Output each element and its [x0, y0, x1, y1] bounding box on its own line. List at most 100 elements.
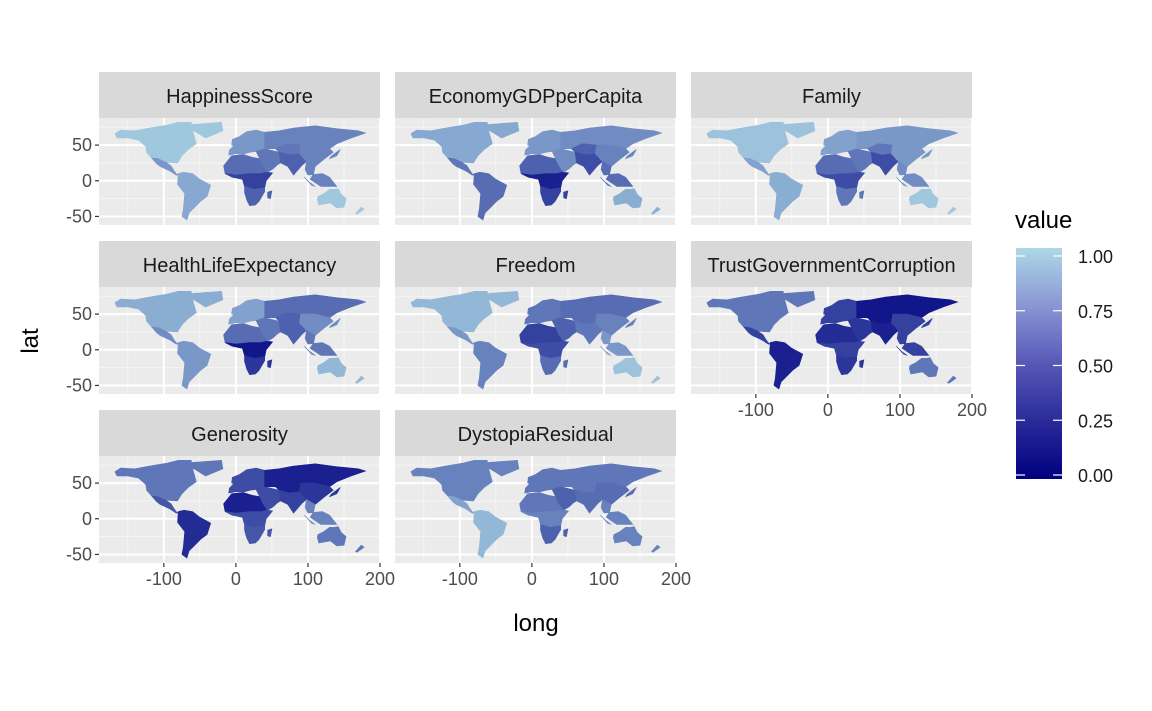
region-southeast-asia [600, 499, 634, 525]
region-east-asia-island [328, 149, 341, 160]
region-europe-island [527, 139, 534, 146]
region-southeast-asia-island [304, 176, 316, 187]
region-central-america [150, 157, 180, 176]
region-central-africa [816, 340, 866, 359]
region-southern-africa [836, 186, 858, 207]
region-central-america [446, 495, 476, 514]
region-central-africa [224, 171, 274, 190]
x-tick-label: -100 [442, 569, 478, 589]
y-tick-label: -50 [66, 544, 92, 564]
facet-strip-label: TrustGovernmentCorruption [707, 255, 955, 277]
y-tick-label: 50 [72, 304, 92, 324]
facet-strip-label: Freedom [495, 255, 575, 277]
region-south-america [473, 171, 508, 221]
legend-label: 0.75 [1078, 302, 1113, 322]
facet-freedom: Freedom [395, 241, 676, 394]
region-south-america [473, 509, 508, 559]
region-south-asia [574, 151, 603, 176]
legend-label: 1.00 [1078, 247, 1113, 267]
region-southeast-asia-island [600, 345, 612, 356]
region-north-america [114, 290, 197, 333]
facet-strip [99, 241, 380, 287]
region-east-asia-island [328, 318, 341, 329]
region-southeast-asia [600, 330, 634, 356]
region-central-africa [520, 509, 570, 528]
y-tick-label: 0 [82, 340, 92, 360]
region-north-america-island [479, 459, 520, 477]
region-southeast-asia-island [600, 514, 612, 525]
region-central-america [742, 157, 772, 176]
region-southern-africa [244, 355, 266, 376]
legend-colorbar [1016, 248, 1062, 479]
region-east-asia-island [624, 149, 637, 160]
facet-family: Family [691, 72, 972, 225]
facet-strip [691, 241, 972, 287]
x-tick-label: 100 [589, 569, 619, 589]
region-southern-africa-island [267, 359, 273, 368]
region-southeast-asia-island [896, 176, 908, 187]
region-southeast-asia-island [896, 345, 908, 356]
region-middle-east [255, 317, 281, 342]
region-europe [524, 467, 562, 494]
region-southeast-asia-island [304, 514, 316, 525]
region-australia [612, 188, 643, 209]
region-central-africa [816, 171, 866, 190]
region-southern-africa-island [563, 528, 569, 537]
region-central-africa [520, 171, 570, 190]
region-southern-africa [540, 355, 562, 376]
facet-generosity: Generosity [99, 410, 380, 563]
region-middle-east [551, 148, 577, 173]
region-australia-island [651, 206, 661, 215]
region-central-africa [520, 340, 570, 359]
region-australia-island [947, 375, 957, 384]
legend-title: value [1015, 207, 1072, 234]
region-southeast-asia-island [304, 345, 316, 356]
y-tick-label: -50 [66, 375, 92, 395]
region-southern-africa-island [563, 190, 569, 199]
x-tick-label: 200 [957, 400, 987, 420]
region-australia-island [651, 544, 661, 553]
region-east-asia-island [920, 318, 933, 329]
region-south-america [473, 340, 508, 390]
region-australia [316, 357, 347, 378]
facet-dystopia-residual: DystopiaResidual [395, 410, 676, 563]
region-australia [612, 526, 643, 547]
region-southern-africa [244, 524, 266, 545]
region-central-america [446, 157, 476, 176]
region-southern-africa-island [859, 190, 865, 199]
region-australia-island [651, 375, 661, 384]
region-southern-africa-island [563, 359, 569, 368]
region-north-america-island [479, 121, 520, 139]
region-southern-africa [540, 186, 562, 207]
facet-strip-label: EconomyGDPperCapita [429, 86, 643, 108]
region-middle-east [255, 486, 281, 511]
legend-label: 0.50 [1078, 357, 1113, 377]
region-north-america-island [479, 290, 520, 308]
region-east-asia-island [624, 318, 637, 329]
region-north-america-island [775, 121, 816, 139]
region-europe [820, 298, 858, 325]
region-north-america [706, 290, 789, 333]
region-southeast-asia [896, 330, 930, 356]
facet-strip [395, 410, 676, 456]
region-central-africa [224, 340, 274, 359]
legend-label: 0.00 [1078, 466, 1113, 486]
region-europe-island [823, 139, 830, 146]
region-north-america [114, 459, 197, 502]
region-southeast-asia [304, 161, 338, 187]
region-europe [228, 298, 266, 325]
region-middle-east [847, 317, 873, 342]
region-east-asia-island [624, 487, 637, 498]
region-australia-island [355, 375, 365, 384]
region-south-asia [278, 320, 307, 345]
region-central-america [446, 326, 476, 345]
facet-strip-label: DystopiaResidual [458, 424, 614, 446]
region-southeast-asia [304, 499, 338, 525]
region-australia-island [947, 206, 957, 215]
region-southern-africa-island [859, 359, 865, 368]
x-tick-label: 0 [823, 400, 833, 420]
region-europe-island [231, 139, 238, 146]
region-europe [524, 129, 562, 156]
region-central-america [150, 326, 180, 345]
region-south-asia [278, 151, 307, 176]
